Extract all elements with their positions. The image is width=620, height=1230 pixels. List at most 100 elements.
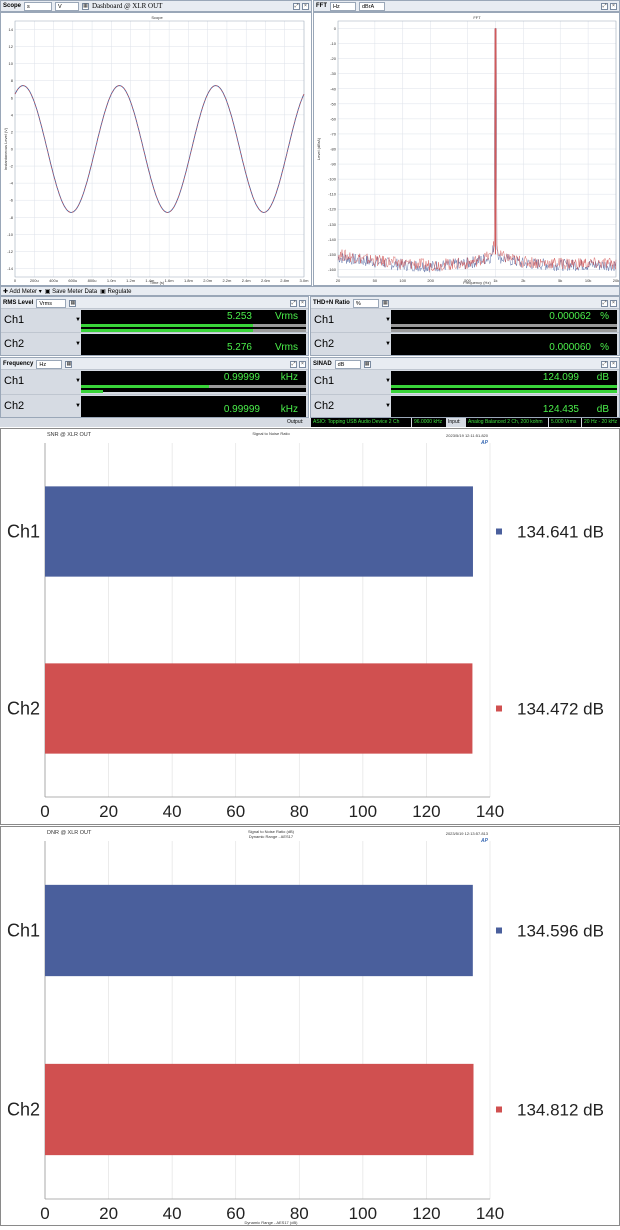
status-bar (0, 418, 620, 427)
bar-value-label: 134.641 dB (517, 523, 604, 542)
fft-graph: FFT 0 -10 -20 -30 -40 -50 -60 -70 -80 -90 -100 -110 -… (316, 15, 619, 285)
add-meter-button[interactable]: ✚ Add Meter ▾ (3, 288, 42, 295)
freq-ch1-dropdown-icon[interactable]: ▼ (75, 378, 81, 384)
bar-chart-header: DNR @ XLR OUT (47, 830, 92, 836)
bar-ch2 (45, 663, 473, 754)
freq-unit-select[interactable]: Hz (36, 359, 63, 369)
thd-ch2-row: Ch2 ▼ 0.000060 % (311, 332, 619, 356)
freq-ch1-display: 0.99999 kHz (81, 371, 306, 393)
thd-settings-icon[interactable]: ▦ (381, 299, 389, 307)
fft-plot: FFT 0 -10 -20 -30 -40 -50 -60 -70 -80 -90 -100 -110 -… (313, 12, 620, 286)
scope-x-tick: 2.0m (203, 278, 213, 283)
scope-y-tick: -8 (9, 215, 13, 220)
scope-graph: Scope 14 12 10 8 6 4 2 0 -2 -4 -6 -8 -10 -12 -14 0 200u 40… (3, 15, 309, 285)
scope-y-tick: -14 (7, 266, 14, 271)
thd-ch1-dropdown-icon[interactable]: ▼ (385, 317, 391, 323)
freq-ch1-bar (81, 385, 209, 388)
rms-expand-icon[interactable]: ⤢ (290, 299, 297, 307)
scope-trace-ch2 (14, 85, 305, 213)
freq-ch1-bar-bg (209, 385, 306, 388)
scope-y-tick: 0 (11, 147, 14, 152)
sinad-expand-icon[interactable]: ⤢ (601, 360, 608, 368)
sinad-unit-select[interactable]: dB (334, 359, 361, 369)
thd-expand-icon[interactable]: ⤢ (601, 299, 608, 307)
freq-expand-icon[interactable]: ⤢ (290, 360, 297, 368)
thd-ch2-dropdown-icon[interactable]: ▼ (385, 341, 391, 347)
fft-y-tick: -130 (328, 222, 337, 227)
sinad-ch1-display: 124.099 dB (391, 371, 617, 393)
scope-y-tick: -2 (9, 164, 13, 169)
status-output-device[interactable]: ASIO: Topping USB Audio Device 2 Ch (311, 418, 411, 427)
freq-ch2-unit: kHz (280, 404, 298, 415)
bar-chart-subtitle: Signal to Noise Ratio (dB) (248, 829, 295, 834)
dnr-chart-panel: DNR @ XLR OUT Signal to Noise Ratio (dB) D… (0, 826, 620, 1226)
sinad-settings-icon[interactable]: ▦ (363, 360, 371, 368)
freq-ch2-dropdown-icon[interactable]: ▼ (75, 403, 81, 409)
rms-meter: RMS Level Vrms ▦ ⤢ × Ch1 ▼ 5.253 Vrms Ch2… (0, 296, 309, 356)
sinad-ch1-unit: dB (596, 372, 609, 383)
rms-close-icon[interactable]: × (299, 299, 306, 307)
sinad-ch1-dropdown-icon[interactable]: ▼ (385, 378, 391, 384)
scope-settings-icon[interactable]: ▦ (82, 2, 90, 10)
fft-close-icon[interactable]: × (610, 2, 617, 10)
scope-close-icon[interactable]: × (302, 2, 309, 10)
freq-settings-icon[interactable]: ▦ (65, 360, 73, 368)
thd-ch1-display: 0.000062 % (391, 310, 617, 332)
sinad-meter: SINAD dB ▦ ⤢ × Ch1 ▼ 124.099 dB Ch2 ▼ 124… (310, 357, 620, 418)
plus-icon: ✚ (3, 288, 9, 295)
scope-x-tick: 1.8m (184, 278, 194, 283)
fft-expand-icon[interactable]: ⤢ (601, 2, 608, 10)
freq-close-icon[interactable]: × (299, 360, 306, 368)
fft-trace-ch2 (337, 28, 617, 272)
rms-ch1-value: 5.253 (226, 311, 252, 322)
rms-ch2-display: 5.276 Vrms (81, 334, 306, 355)
sinad-close-icon[interactable]: × (610, 360, 617, 368)
scope-expand-icon[interactable]: ⤢ (293, 2, 300, 10)
scope-x-tick: 600u (68, 278, 77, 283)
freq-ch1-label: Ch1 (4, 375, 25, 387)
scope-y-tick: 4 (11, 112, 14, 117)
thd-unit-select[interactable]: % (352, 298, 379, 308)
thd-ch2-label: Ch2 (314, 338, 335, 350)
scope-x-unit-select[interactable]: s (24, 1, 53, 11)
save-meter-button[interactable]: ▣ Save Meter Data (45, 288, 97, 295)
rms-settings-icon[interactable]: ▦ (69, 299, 77, 307)
regulate-button[interactable]: ▣ Regulate (100, 288, 131, 295)
sinad-ch1-value: 124.099 (542, 372, 579, 383)
status-sample-rate[interactable]: 96.0000 kHz (412, 418, 446, 427)
bar-x-tick: 120 (412, 1204, 440, 1223)
bar-x-tick: 0 (40, 1204, 49, 1223)
status-input-label: Input: (448, 419, 461, 425)
status-level[interactable]: 5.000 Vrms (549, 418, 581, 427)
fft-toolbar: FFT Hz dBrA ⤢ × (313, 0, 620, 12)
sinad-ch1-bar (391, 385, 617, 388)
sinad-ch2-dropdown-icon[interactable]: ▼ (385, 403, 391, 409)
bar-chart-footer: Dynamic Range - AES17 (dB) (245, 1220, 299, 1225)
scope-y-tick: 8 (11, 78, 14, 83)
rms-ch2-dropdown-icon[interactable]: ▼ (75, 341, 81, 347)
bar-x-tick: 0 (40, 802, 49, 821)
scope-label: Scope (3, 3, 22, 9)
rms-unit-select[interactable]: Vrms (36, 298, 67, 308)
thd-close-icon[interactable]: × (610, 299, 617, 307)
bar-x-tick: 140 (476, 1204, 504, 1223)
fft-y-unit-select[interactable]: dBrA (359, 1, 385, 11)
scope-y-unit-select[interactable]: V (55, 1, 80, 11)
sinad-meter-label: SINAD (313, 361, 332, 367)
fft-x-label: Frequency (Hz) (463, 280, 491, 285)
bar-category-label: Ch2 (7, 699, 40, 719)
fft-x-unit-select[interactable]: Hz (330, 1, 356, 11)
rms-ch1-dropdown-icon[interactable]: ▼ (75, 317, 81, 323)
sinad-ch2-unit: dB (596, 404, 609, 415)
bar-chart-header: SNR @ XLR OUT (47, 432, 92, 438)
freq-ch1-value: 0.99999 (223, 372, 260, 383)
save-icon: ▣ (44, 288, 51, 295)
rms-ch1-peak-bg (253, 329, 306, 332)
freq-ch1-peak-bar (81, 390, 103, 393)
fft-y-tick: -110 (328, 192, 336, 197)
status-bandwidth[interactable]: 20 Hz - 20 kHz (582, 418, 620, 427)
fft-y-tick: -60 (330, 116, 337, 121)
fft-x-tick: 10k (585, 278, 591, 283)
status-input-device[interactable]: Analog Balanced 2 Ch, 200 kohm (466, 418, 548, 427)
dnr-chart: DNR @ XLR OUT Signal to Noise Ratio (dB) D… (7, 829, 604, 1225)
